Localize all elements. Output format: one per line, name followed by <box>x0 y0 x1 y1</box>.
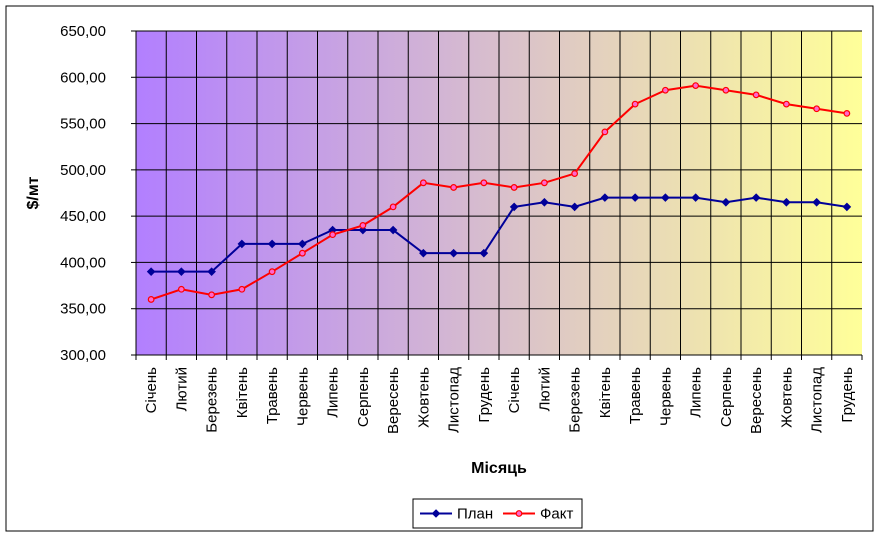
data-point-fact <box>722 86 730 94</box>
x-tick-label: Червень <box>657 367 674 426</box>
y-tick-label: 400,00 <box>60 254 106 271</box>
legend-label-fact: Факт <box>540 506 573 523</box>
data-point-fact <box>752 91 760 99</box>
x-tick-label: Травень <box>264 367 281 424</box>
data-point-fact <box>510 184 518 191</box>
data-point-plan <box>419 248 428 258</box>
data-point-plan <box>388 225 398 235</box>
data-point-fact <box>389 203 397 211</box>
data-point-fact <box>540 179 548 187</box>
series-line-plan <box>151 196 848 273</box>
data-point-fact <box>450 184 458 191</box>
data-point-fact <box>298 249 306 257</box>
data-point-plan <box>177 267 186 276</box>
data-point-fact <box>843 109 851 117</box>
data-point-fact <box>813 105 821 113</box>
data-point-plan <box>267 239 277 249</box>
x-tick-label: Вересень <box>748 367 765 434</box>
x-tick-label: Червень <box>294 367 311 426</box>
legend-marker-plan <box>431 509 441 518</box>
data-point-fact <box>480 179 488 187</box>
x-tick-label: Серпень <box>355 367 372 427</box>
data-point-plan <box>540 197 549 207</box>
x-tick-label: Січень <box>143 367 160 414</box>
data-point-plan <box>721 197 731 207</box>
x-tick-label: Липень <box>688 367 705 418</box>
data-point-fact <box>692 82 700 90</box>
data-point-fact <box>571 170 579 177</box>
data-point-plan <box>237 239 247 249</box>
x-tick-label: Листопад <box>809 367 826 433</box>
data-point-plan <box>449 248 458 258</box>
y-tick-label: 600,00 <box>60 69 106 86</box>
x-tick-label: Лютий <box>536 367 553 411</box>
data-point-plan <box>509 202 519 212</box>
legend-label-plan: План <box>457 506 493 523</box>
x-tick-label: Липень <box>325 367 342 418</box>
y-tick-label: 350,00 <box>60 301 106 318</box>
x-axis-title: Місяць <box>471 460 527 477</box>
x-tick-label: Грудень <box>476 367 493 423</box>
x-tick-label: Вересень <box>385 367 402 434</box>
data-point-plan <box>600 193 610 202</box>
data-point-fact <box>177 285 185 293</box>
x-tick-label: Січень <box>506 367 523 414</box>
data-point-fact <box>147 296 155 303</box>
data-point-plan <box>630 193 640 202</box>
data-point-fact <box>631 100 639 108</box>
data-point-plan <box>207 267 216 276</box>
data-point-plan <box>691 193 700 202</box>
data-point-plan <box>570 202 579 212</box>
data-point-plan <box>782 197 791 207</box>
x-tick-label: Жовтень <box>415 367 432 428</box>
data-point-plan <box>812 197 821 207</box>
data-point-fact <box>782 100 790 108</box>
data-point-plan <box>842 202 852 212</box>
data-point-fact <box>268 268 276 276</box>
x-tick-label: Квітень <box>234 367 251 418</box>
x-tick-label: Березень <box>567 367 584 433</box>
legend: План Факт <box>412 498 583 529</box>
x-tick-label: Грудень <box>839 367 856 423</box>
x-tick-label: Жовтень <box>778 367 795 428</box>
data-point-plan <box>751 193 761 202</box>
x-tick-label: Травень <box>627 367 644 424</box>
y-tick-label: 450,00 <box>60 208 106 225</box>
data-point-plan <box>298 239 307 249</box>
y-tick-label: 650,00 <box>60 23 106 40</box>
x-tick-label: Серпень <box>718 367 735 427</box>
data-point-fact <box>329 231 337 239</box>
y-tick-label: 550,00 <box>60 116 106 133</box>
series-line-fact <box>150 84 848 301</box>
data-point-plan <box>661 193 670 202</box>
data-point-fact <box>661 86 669 94</box>
data-point-fact <box>601 128 609 136</box>
x-tick-label: Лютий <box>173 367 190 411</box>
data-point-fact <box>238 285 246 293</box>
data-point-fact <box>208 291 216 299</box>
x-tick-label: Березень <box>204 367 221 433</box>
legend-marker-fact <box>515 510 523 517</box>
x-tick-label: Листопад <box>446 367 463 433</box>
data-point-plan <box>479 248 489 258</box>
data-point-fact <box>359 221 367 229</box>
y-tick-label: 300,00 <box>60 347 106 364</box>
data-point-fact <box>419 179 427 187</box>
x-tick-label: Квітень <box>597 367 614 418</box>
y-tick-label: 500,00 <box>60 162 106 179</box>
y-axis-title: $/мт <box>25 176 42 209</box>
data-point-plan <box>146 267 156 276</box>
